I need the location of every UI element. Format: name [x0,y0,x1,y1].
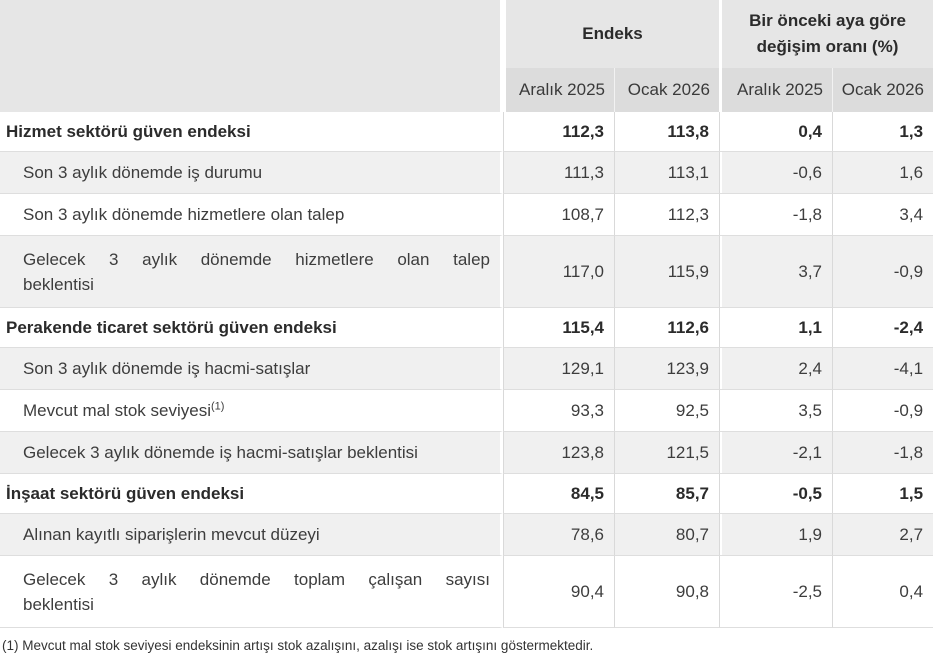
value-cell: 92,5 [614,390,720,432]
value-cell: 2,4 [719,348,833,390]
value-cell: 1,3 [832,112,934,152]
value-cell: 112,6 [614,308,720,348]
value-cell: 108,7 [503,194,614,236]
value-cell: -0,5 [719,474,833,514]
section-row: Perakende ticaret sektörü güven endeksi 1… [0,308,934,348]
value-cell: -4,1 [832,348,934,390]
value-cell: 3,5 [719,390,833,432]
value-cell: 112,3 [614,194,720,236]
column-header-change-aralik-2025: Aralık 2025 [719,68,833,112]
row-label-line: Gelecek 3 aylık dönemde toplam çalışan s… [23,569,490,589]
section-row: Hizmet sektörü güven endeksi 112,3 113,8 0,… [0,112,934,152]
section-label-cell: İnşaat sektörü güven endeksi [0,474,503,514]
row-label-cell: Mevcut mal stok seviyesi(1) [0,390,503,432]
group-header-monthly-change: Bir önceki aya göre değişim oranı (%) [719,0,934,68]
table-row: Son 3 aylık dönemde iş hacmi-satışlar 129… [0,348,934,390]
row-label-line: beklentisi [23,594,94,614]
section-label-cell: Perakende ticaret sektörü güven endeksi [0,308,503,348]
row-label-cell: Son 3 aylık dönemde iş hacmi-satışlar [0,348,503,390]
row-label-cell: Gelecek 3 aylık dönemde toplam çalışan s… [0,556,503,628]
column-header-row: Aralık 2025 Ocak 2026 Aralık 2025 Ocak 2… [0,68,934,112]
value-cell: 90,8 [614,556,720,628]
section-label-cell: Hizmet sektörü güven endeksi [0,112,503,152]
group-header-row: Endeks Bir önceki aya göre değişim oranı… [0,0,934,112]
value-cell: 3,4 [832,194,934,236]
value-cell: -2,1 [719,432,833,474]
row-label-cell: Gelecek 3 aylık dönemde iş hacmi-satışla… [0,432,503,474]
footnote-marker: (1) [211,400,225,413]
value-cell: -0,6 [719,152,833,194]
value-cell: 93,3 [503,390,614,432]
confidence-index-table: Endeks Bir önceki aya göre değişim oranı… [0,0,934,628]
value-cell: -0,9 [832,390,934,432]
value-cell: 123,8 [503,432,614,474]
row-label-line: Gelecek 3 aylık dönemde hizmetlere olan … [23,249,490,269]
value-cell: 129,1 [503,348,614,390]
value-cell: -1,8 [832,432,934,474]
value-cell: 115,9 [614,236,720,308]
value-cell: 2,7 [832,514,934,556]
table-row: Gelecek 3 aylık dönemde hizmetlere olan … [0,236,934,308]
row-label-cell: Son 3 aylık dönemde hizmetlere olan tale… [0,194,503,236]
value-cell: -2,5 [719,556,833,628]
value-cell: 1,1 [719,308,833,348]
value-cell: 80,7 [614,514,720,556]
value-cell: 117,0 [503,236,614,308]
table-row: Son 3 aylık dönemde iş durumu 111,3 113,1-… [0,152,934,194]
value-cell: 0,4 [832,556,934,628]
value-cell: 1,6 [832,152,934,194]
column-header-endeks-ocak-2026: Ocak 2026 [614,68,720,112]
header-corner-cell [0,0,503,112]
value-cell: 112,3 [503,112,614,152]
value-cell: 1,9 [719,514,833,556]
value-cell: 0,4 [719,112,833,152]
value-cell: 85,7 [614,474,720,514]
group-header-endeks: Endeks [503,0,720,68]
row-label-line: beklentisi [23,274,94,294]
value-cell: -1,8 [719,194,833,236]
value-cell: 78,6 [503,514,614,556]
table-row: Gelecek 3 aylık dönemde toplam çalışan s… [0,556,934,628]
column-header-change-ocak-2026: Ocak 2026 [832,68,934,112]
footnote: (1) Mevcut mal stok seviyesi endeksinin … [2,638,594,653]
value-cell: 113,1 [614,152,720,194]
value-cell: 113,8 [614,112,720,152]
value-cell: 84,5 [503,474,614,514]
value-cell: 121,5 [614,432,720,474]
column-header-endeks-aralik-2025: Aralık 2025 [503,68,614,112]
value-cell: 1,5 [832,474,934,514]
value-cell: 3,7 [719,236,833,308]
table-row: Gelecek 3 aylık dönemde iş hacmi-satışla… [0,432,934,474]
row-label-cell: Gelecek 3 aylık dönemde hizmetlere olan … [0,236,503,308]
value-cell: 90,4 [503,556,614,628]
row-label-cell: Son 3 aylık dönemde iş durumu [0,152,503,194]
table-row: Son 3 aylık dönemde hizmetlere olan tale… [0,194,934,236]
table-body: Hizmet sektörü güven endeksi 112,3 113,8 0,… [0,112,934,628]
table-row: Mevcut mal stok seviyesi(1) 93,3 92,5 3,5 -0… [0,390,934,432]
row-label-cell: Alınan kayıtlı siparişlerin mevcut düzey… [0,514,503,556]
section-row: İnşaat sektörü güven endeksi 84,5 85,7 -0,5… [0,474,934,514]
value-cell: 115,4 [503,308,614,348]
table-row: Alınan kayıtlı siparişlerin mevcut düzey… [0,514,934,556]
value-cell: 123,9 [614,348,720,390]
value-cell: 111,3 [503,152,614,194]
value-cell: -0,9 [832,236,934,308]
value-cell: -2,4 [832,308,934,348]
